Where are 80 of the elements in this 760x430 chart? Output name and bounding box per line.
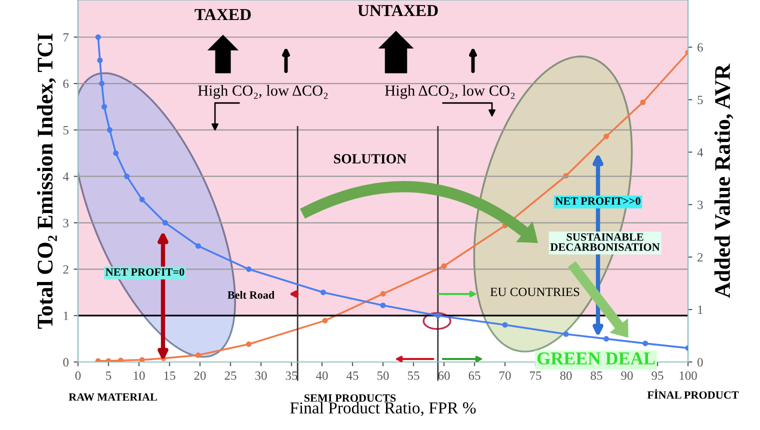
point <box>603 336 610 342</box>
x-tick-label: 70 <box>500 371 511 380</box>
point <box>642 340 648 346</box>
x-tick-label: 0 <box>75 371 81 380</box>
annotation: Belt Road <box>228 290 274 299</box>
x-tick-label: 95 <box>652 371 664 380</box>
point <box>246 266 252 272</box>
point <box>322 318 328 324</box>
annotation: TAXED <box>194 9 251 20</box>
point <box>195 352 201 358</box>
text: RAW MATERIAL <box>68 393 157 401</box>
point <box>99 80 105 86</box>
y2-tick-label: 2 <box>698 253 703 262</box>
annotation: SUSTAINABLE DECARBONISATION <box>550 233 660 251</box>
point <box>162 220 168 226</box>
point <box>118 358 124 362</box>
point <box>97 58 103 64</box>
point <box>441 263 447 269</box>
annotation: High CO₂, low ΔCO₂ <box>198 85 328 99</box>
x-tick-label: 25 <box>224 371 236 380</box>
annotation: EU COUNTRIES <box>490 288 580 296</box>
point <box>603 134 610 140</box>
x-tick-label: 65 <box>468 371 480 380</box>
annotation: NET PROFIT>>0 <box>555 197 640 205</box>
x-tick-label: 30 <box>255 371 267 380</box>
point <box>195 243 201 249</box>
point <box>502 322 508 328</box>
point <box>246 341 252 347</box>
x-tick-label: 20 <box>194 371 206 380</box>
x-tick-label: 55 <box>408 372 420 380</box>
y-tick-label: 6 <box>63 80 69 88</box>
text: SEMI PRODUCTS <box>304 394 396 402</box>
y-tick-label: 5 <box>63 126 68 134</box>
text: FİNAL PRODUCT <box>647 389 739 399</box>
y-tick-label: 0 <box>63 358 68 366</box>
point <box>563 331 569 337</box>
y-tick-label: 1 <box>64 312 68 320</box>
point <box>320 290 326 296</box>
point <box>380 291 386 297</box>
annotation: GREEN DEAL <box>537 352 655 365</box>
y-tick-label: 3 <box>63 218 68 228</box>
point <box>113 150 119 156</box>
y2-tick-label: 5 <box>698 96 703 104</box>
annotation: High ΔCO₂, low CO₂ <box>385 85 515 99</box>
point <box>101 104 108 110</box>
point <box>95 34 101 40</box>
x-tick-label: 45 <box>346 371 358 380</box>
y-axis-title: Total CO₂ Emission Index, TCI <box>37 34 57 329</box>
point <box>106 127 112 133</box>
y-tick-label: 4 <box>62 172 69 181</box>
y2-axis-title: Added Value Ratio, AVR <box>714 64 734 298</box>
x-tick-label: 85 <box>590 371 602 380</box>
x-tick-label: 50 <box>377 371 389 380</box>
x-tick-label: 5 <box>106 372 112 380</box>
x-tick-label: 60 <box>438 371 450 380</box>
point <box>640 100 646 106</box>
point <box>139 196 145 202</box>
y2-tick-label: 4 <box>697 148 704 156</box>
point <box>380 302 386 308</box>
x-tick-label: 15 <box>164 371 176 380</box>
annotation: UNTAXED <box>358 5 438 16</box>
x-tick-label: 75 <box>530 372 542 380</box>
y-tick-label: 2 <box>63 265 68 274</box>
point <box>124 174 130 180</box>
point <box>139 357 145 362</box>
x-tick-label: 100 <box>680 371 697 380</box>
y2-tick-label: 0 <box>698 358 703 366</box>
x-tick-label: 90 <box>621 371 633 380</box>
x-tick-label: 10 <box>134 371 145 380</box>
x-axis-title: Final Product Ratio, FPR % <box>290 402 476 416</box>
y2-tick-label: 1 <box>698 306 703 314</box>
x-tick-label: 35 <box>286 371 298 380</box>
y-tick-label: 7 <box>64 33 69 42</box>
x-tick-label: 40 <box>316 371 328 380</box>
y2-tick-label: 6 <box>698 43 703 52</box>
x-tick-label: 80 <box>560 371 572 380</box>
annotation: NET PROFIT=0 <box>106 268 184 276</box>
point <box>435 312 441 318</box>
y2-tick-label: 3 <box>698 200 703 210</box>
annotation: SOLUTION <box>334 154 406 164</box>
